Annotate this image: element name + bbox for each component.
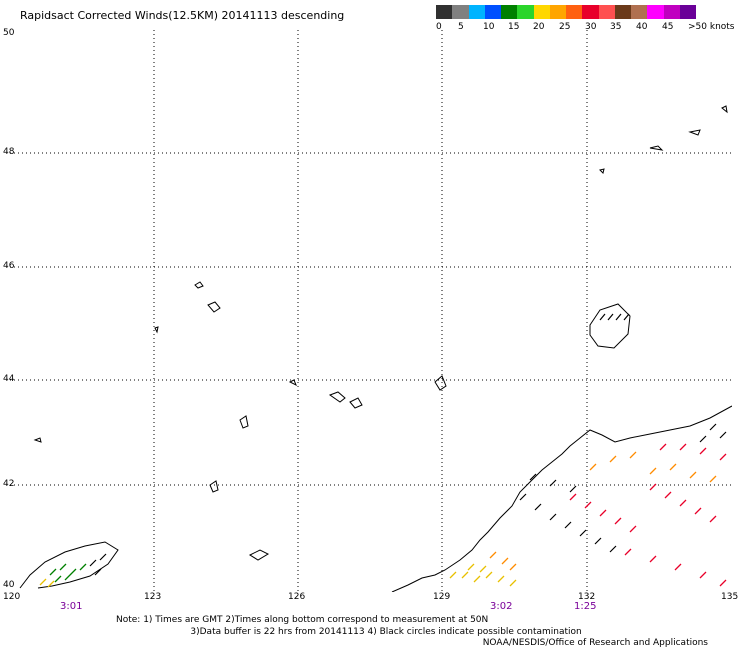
colorbar-swatch bbox=[663, 5, 680, 19]
colorbar-swatch bbox=[614, 5, 631, 19]
lat-label-42: 42 bbox=[3, 479, 15, 489]
lon-label-126: 126 bbox=[288, 592, 306, 602]
colorbar-label: 5 bbox=[458, 22, 464, 32]
wind-barbs-orange bbox=[489, 451, 717, 571]
chart-title: Rapidsact Corrected Winds(12.5KM) 201411… bbox=[20, 9, 345, 22]
lon-label-129: 129 bbox=[433, 592, 451, 602]
colorbar-label: 35 bbox=[610, 22, 622, 32]
lat-label-40: 40 bbox=[3, 580, 15, 590]
pass-time-label: 3:02 bbox=[490, 601, 513, 612]
colorbar-swatch bbox=[468, 5, 485, 19]
wind-barbs-yellow bbox=[39, 563, 517, 588]
wind-barbs-green bbox=[49, 563, 87, 583]
colorbar-swatch bbox=[647, 5, 664, 19]
pass-time-label: 3:01 bbox=[60, 601, 83, 612]
pass-time-label: 1:25 bbox=[574, 601, 597, 612]
colorbar-swatch bbox=[582, 5, 599, 19]
colorbar-swatch bbox=[501, 5, 518, 19]
colorbar-label: 45 bbox=[662, 22, 674, 32]
colorbar-labels: 0 5 10 15 20 25 30 35 40 45 >50 knots bbox=[430, 22, 740, 34]
colorbar-swatch bbox=[533, 5, 550, 19]
lat-label-48: 48 bbox=[3, 147, 15, 157]
colorbar-label: 20 bbox=[533, 22, 545, 32]
colorbar-label: 30 bbox=[585, 22, 597, 32]
wind-speed-colorbar bbox=[436, 5, 696, 19]
colorbar-swatch bbox=[566, 5, 583, 19]
note-line-1: Note: 1) Times are GMT 2)Times along bot… bbox=[116, 615, 489, 625]
colorbar-label: 15 bbox=[508, 22, 520, 32]
lat-label-50: 50 bbox=[3, 28, 15, 38]
lat-label-44: 44 bbox=[3, 374, 15, 384]
colorbar-swatch bbox=[484, 5, 501, 19]
lon-label-120: 120 bbox=[3, 592, 21, 602]
colorbar-swatch bbox=[631, 5, 648, 19]
colorbar-label: 10 bbox=[483, 22, 495, 32]
footnotes: Note: 1) Times are GMT 2)Times along bot… bbox=[116, 615, 582, 638]
colorbar-label: 25 bbox=[559, 22, 571, 32]
lon-label-123: 123 bbox=[144, 592, 162, 602]
colorbar-label: >50 knots bbox=[688, 22, 735, 32]
colorbar-label: 40 bbox=[636, 22, 648, 32]
credit-line: NOAA/NESDIS/Office of Research and Appli… bbox=[482, 638, 708, 648]
wind-barbs-red bbox=[569, 443, 727, 587]
colorbar-swatch bbox=[452, 5, 469, 19]
colorbar-swatch bbox=[598, 5, 615, 19]
colorbar-swatch bbox=[517, 5, 534, 19]
note-line-2: 3)Data buffer is 22 hrs from 20141113 4)… bbox=[190, 626, 582, 637]
lat-label-46: 46 bbox=[3, 261, 15, 271]
colorbar-swatch bbox=[436, 5, 453, 19]
lon-label-135: 135 bbox=[721, 592, 739, 602]
wind-barbs-black bbox=[89, 313, 727, 576]
coastlines bbox=[19, 105, 732, 592]
lon-label-132: 132 bbox=[578, 592, 596, 602]
wind-map bbox=[10, 30, 732, 592]
colorbar-label: 0 bbox=[436, 22, 442, 32]
colorbar-swatch bbox=[679, 5, 696, 19]
map-gridlines bbox=[10, 30, 732, 592]
colorbar-swatch bbox=[549, 5, 566, 19]
